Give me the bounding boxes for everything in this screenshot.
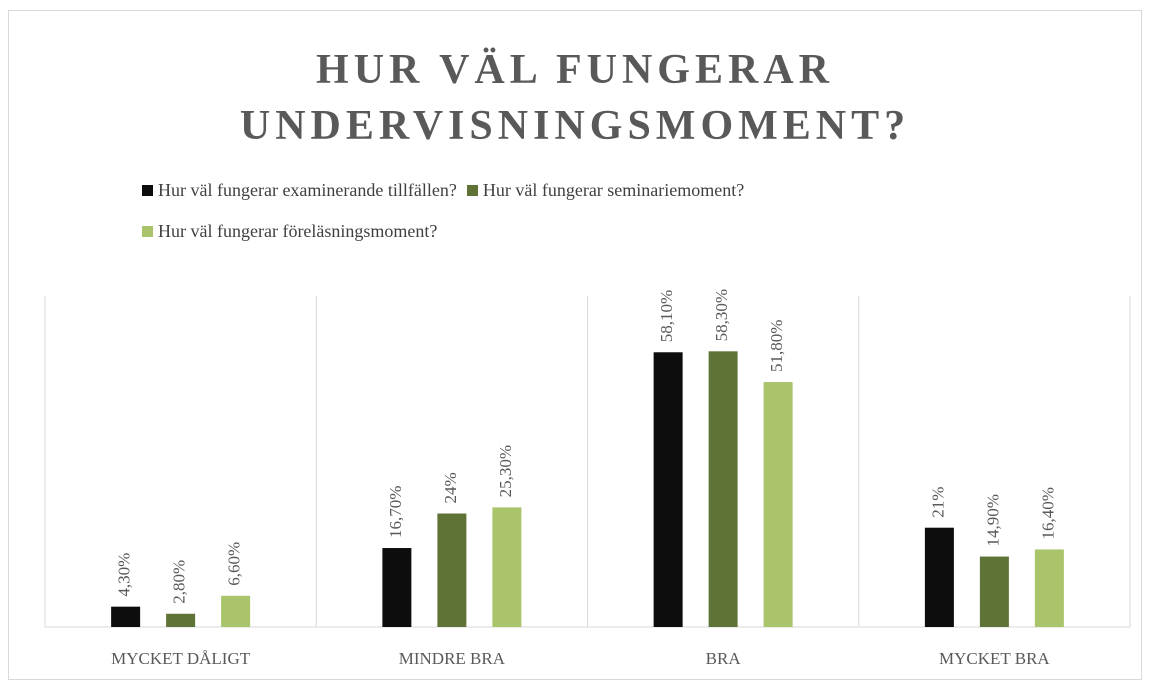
bar	[979, 556, 1009, 627]
x-tick-label: MYCKET BRA	[939, 649, 1050, 668]
bar	[437, 513, 467, 627]
data-label: 4,30%	[115, 553, 134, 597]
x-tick-label: BRA	[706, 649, 742, 668]
legend-item: Hur väl fungerar examinerande tillfällen…	[142, 180, 457, 201]
legend-label: Hur väl fungerar seminariemoment?	[482, 180, 745, 200]
bar	[221, 595, 251, 627]
chart-title: HUR VÄL FUNGERAR UNDERVISNINGSMOMENT?	[239, 47, 911, 149]
legend-swatch	[466, 185, 478, 196]
legend-swatch	[142, 185, 153, 196]
data-label: 6,60%	[225, 542, 244, 586]
legend-label: Hur väl fungerar föreläsningsmoment?	[158, 221, 438, 241]
bar	[708, 351, 738, 627]
x-tick-label: MINDRE BRA	[399, 649, 506, 668]
legend-label: Hur väl fungerar examinerande tillfällen…	[158, 180, 457, 200]
bar	[763, 382, 793, 627]
data-label: 2,80%	[170, 560, 189, 604]
bar	[653, 352, 683, 627]
bar	[924, 527, 954, 627]
legend-item: Hur väl fungerar föreläsningsmoment?	[142, 221, 437, 242]
data-label: 58,30%	[712, 289, 731, 341]
legend-swatch	[142, 226, 153, 237]
data-label: 25,30%	[496, 445, 515, 497]
data-label: 21%	[928, 487, 947, 518]
data-label: 16,70%	[386, 486, 405, 538]
bar	[382, 548, 412, 627]
bar	[1034, 549, 1064, 627]
data-label: 14,90%	[983, 494, 1002, 546]
bar	[111, 606, 141, 627]
bar	[492, 507, 522, 627]
bar	[166, 613, 196, 627]
data-label: 51,80%	[767, 320, 786, 372]
data-label: 24%	[441, 472, 460, 503]
data-label: 16,40%	[1038, 487, 1057, 539]
legend-item: Hur väl fungerar seminariemoment?	[466, 180, 745, 201]
legend: Hur väl fungerar examinerande tillfällen…	[142, 180, 1002, 242]
x-tick-label: MYCKET DÅLIGT	[111, 649, 251, 668]
data-label: 58,10%	[657, 290, 676, 342]
